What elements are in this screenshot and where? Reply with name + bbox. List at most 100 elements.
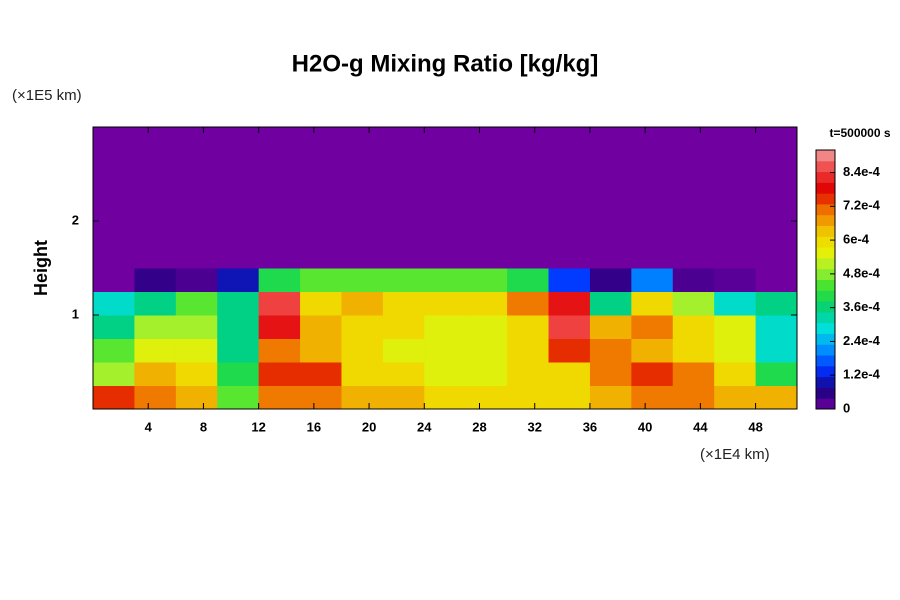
heat-cell (714, 385, 757, 410)
heat-cell (341, 268, 384, 292)
heat-cell (589, 291, 632, 316)
colorbar-band (816, 214, 835, 227)
heat-cell (341, 362, 384, 386)
colorbar-band (816, 301, 835, 313)
heat-cell (589, 338, 632, 363)
heat-cell (755, 385, 798, 410)
x-tick-label: 8 (200, 419, 207, 434)
heat-cell (755, 291, 798, 316)
heat-cell (134, 291, 177, 316)
colorbar-tick-label: 6e-4 (843, 232, 870, 247)
heat-cell (465, 362, 508, 386)
heat-cell (548, 338, 591, 363)
y-tick-label: 2 (72, 212, 79, 227)
colorbar-band (816, 333, 835, 345)
colorbar-band (816, 365, 835, 378)
heat-cell (465, 338, 508, 363)
colorbar-band (816, 257, 835, 270)
heat-cell (755, 315, 798, 339)
x-tick-label: 28 (472, 419, 486, 434)
heat-cell (175, 127, 218, 269)
heat-cell (93, 127, 135, 269)
heat-cell (589, 127, 632, 269)
colorbar-band (816, 203, 835, 216)
colorbar-band (816, 290, 835, 302)
heat-cell (300, 268, 342, 292)
heat-cell (382, 315, 425, 339)
heat-cell (175, 315, 218, 339)
heat-cell (175, 268, 218, 292)
y-tick-label: 1 (72, 306, 79, 321)
heat-cell (672, 268, 715, 292)
heat-cell (258, 127, 301, 269)
heat-cell (217, 315, 260, 339)
heat-cell (672, 291, 715, 316)
x-tick-label: 4 (145, 419, 153, 434)
heat-cell (134, 315, 177, 339)
heat-cell (382, 127, 425, 269)
colorbar-band (816, 160, 835, 173)
heat-cell (341, 338, 384, 363)
heat-cell (465, 291, 508, 316)
heat-cell (672, 338, 715, 363)
heat-cell (382, 385, 425, 410)
heat-cell (507, 385, 550, 410)
heat-cell (548, 362, 591, 386)
heat-cell (755, 338, 798, 363)
heat-cell (714, 268, 757, 292)
colorbar-band (816, 387, 835, 399)
heat-cell (134, 385, 177, 410)
heat-cell (217, 268, 260, 292)
x-tick-label: 48 (748, 419, 762, 434)
heat-cell (424, 127, 467, 269)
heat-cell (382, 362, 425, 386)
y-unit: (×1E5 km) (12, 87, 82, 104)
colorbar-band (816, 268, 835, 280)
heat-cell (93, 291, 135, 316)
heat-cell (424, 268, 467, 292)
heat-cell (714, 127, 757, 269)
heat-cell (672, 385, 715, 410)
heat-cell (300, 315, 342, 339)
heat-cell (548, 268, 591, 292)
colorbar-tick-label: 7.2e-4 (843, 198, 881, 213)
heat-cell (631, 385, 674, 410)
heat-cell (341, 315, 384, 339)
colorbar-tick-label: 0 (843, 400, 850, 415)
x-tick-label: 16 (307, 419, 321, 434)
heat-cell (134, 127, 177, 269)
colorbar-band (816, 311, 835, 324)
colorbar-tick-label: 4.8e-4 (843, 265, 881, 280)
heat-cell (93, 268, 135, 292)
heat-cell (382, 268, 425, 292)
colorbar-band (816, 193, 835, 205)
colorbar-tick-label: 2.4e-4 (843, 333, 881, 348)
heat-cell (134, 338, 177, 363)
heat-cell (258, 385, 301, 410)
heat-cell (134, 268, 177, 292)
x-tick-label: 20 (362, 419, 376, 434)
heat-cell (217, 291, 260, 316)
x-unit: (×1E4 km) (700, 446, 770, 463)
heat-cell (258, 268, 301, 292)
colorbar-band (816, 376, 835, 388)
heat-cell (548, 127, 591, 269)
heat-cell (589, 315, 632, 339)
heat-cell (465, 268, 508, 292)
heat-cell (300, 362, 342, 386)
heat-cell (672, 315, 715, 339)
plot-frame (92, 126, 798, 410)
heat-cell (93, 362, 135, 386)
heat-cell (631, 268, 674, 292)
x-tick-label: 36 (583, 419, 597, 434)
x-tick-label: 12 (251, 419, 265, 434)
heat-cell (217, 362, 260, 386)
heat-cell (424, 362, 467, 386)
colorbar-band (816, 344, 835, 356)
y-axis-label: Height (31, 240, 51, 296)
heat-cell (300, 385, 342, 410)
colorbar-frame (815, 149, 836, 410)
heat-cell (755, 268, 798, 292)
heat-cell (175, 291, 218, 316)
x-tick-label: 40 (638, 419, 652, 434)
